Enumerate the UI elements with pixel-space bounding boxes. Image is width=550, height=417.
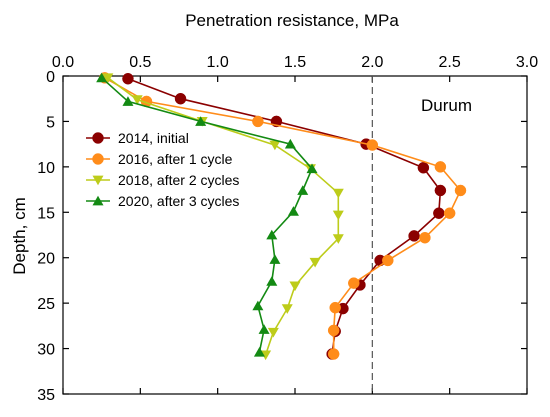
legend-item-4: 2020, after 3 cycles [86,193,239,209]
data-point [332,188,344,199]
x-tick-label: 2.5 [439,54,461,71]
x-tick-label: 2.0 [361,54,383,71]
series-1 [122,72,447,360]
x-tick-label: 3.0 [516,54,538,71]
data-point [102,73,114,84]
data-point [92,153,104,165]
data-point [252,115,264,128]
legend-label: 2020, after 3 cycles [118,193,239,209]
data-point [443,207,456,219]
y-axis-label: Depth, cm [10,197,29,274]
x-tick-label: 0.5 [129,54,151,71]
data-point [327,324,340,337]
data-point [269,140,281,151]
data-point [327,348,340,360]
data-point [253,346,265,357]
y-tick-label: 20 [37,251,55,268]
data-point [297,185,309,195]
series-layer [96,72,467,361]
data-point [454,184,467,197]
x-axis-label: Penetration resistance, MPa [185,11,399,30]
data-point [434,161,447,173]
y-tick-label: 0 [46,69,55,86]
data-point [332,234,344,244]
data-point [332,210,344,221]
y-tick-label: 30 [37,342,55,359]
legend-label: 2014, initial [118,130,189,146]
x-tick-label: 0.0 [52,54,74,71]
data-point [289,281,301,292]
data-point [258,324,270,334]
legend: 2014, initial 2016, after 1 cycle 2018, af… [86,130,239,209]
y-tick-label: 10 [37,160,55,177]
legend-label: 2016, after 1 cycle [118,151,233,167]
data-point [266,229,278,240]
data-point [419,231,431,244]
data-point [281,304,293,314]
series-line [104,77,462,354]
data-point [408,230,420,242]
data-point [329,301,341,314]
data-point [306,163,318,174]
data-point [309,257,321,268]
data-point [266,276,278,286]
x-tick-label: 1.5 [284,54,306,71]
data-point [417,162,430,174]
plot-frame [62,75,528,395]
data-point [382,254,394,267]
data-point [195,116,207,126]
data-point [267,327,279,338]
x-tick-label: 1.0 [207,54,229,71]
data-point [366,139,379,151]
data-point [122,72,134,85]
data-point [433,207,445,219]
axes-layer: 0.0 0.5 1.0 1.5 2.0 2.5 3.0 0 5 10 15 20 25 30 35 [37,54,538,404]
series-2 [99,72,467,360]
data-point [284,138,296,149]
y-tick-label: 5 [46,114,55,131]
data-point [252,300,264,311]
series-line [107,77,340,356]
data-point [92,195,104,206]
data-point [92,132,104,144]
legend-item-1: 2014, initial [86,130,189,146]
data-point [269,254,281,264]
data-point [260,350,272,361]
data-point [96,72,108,83]
y-tick-label: 25 [37,296,55,313]
data-point [174,92,187,105]
data-point [348,277,360,289]
data-point [122,96,134,106]
legend-label: 2018, after 2 cycles [118,172,239,188]
data-point [287,206,299,216]
data-point [131,95,143,105]
data-point [434,184,447,197]
y-tick-label: 35 [37,387,55,404]
data-point [92,175,104,186]
legend-item-2: 2016, after 1 cycle [86,151,233,167]
legend-item-3: 2018, after 2 cycles [86,172,239,188]
annotation-durum: Durum [421,96,472,115]
series-4 [96,72,318,357]
y-tick-label: 15 [37,205,55,222]
series-3 [102,73,344,361]
